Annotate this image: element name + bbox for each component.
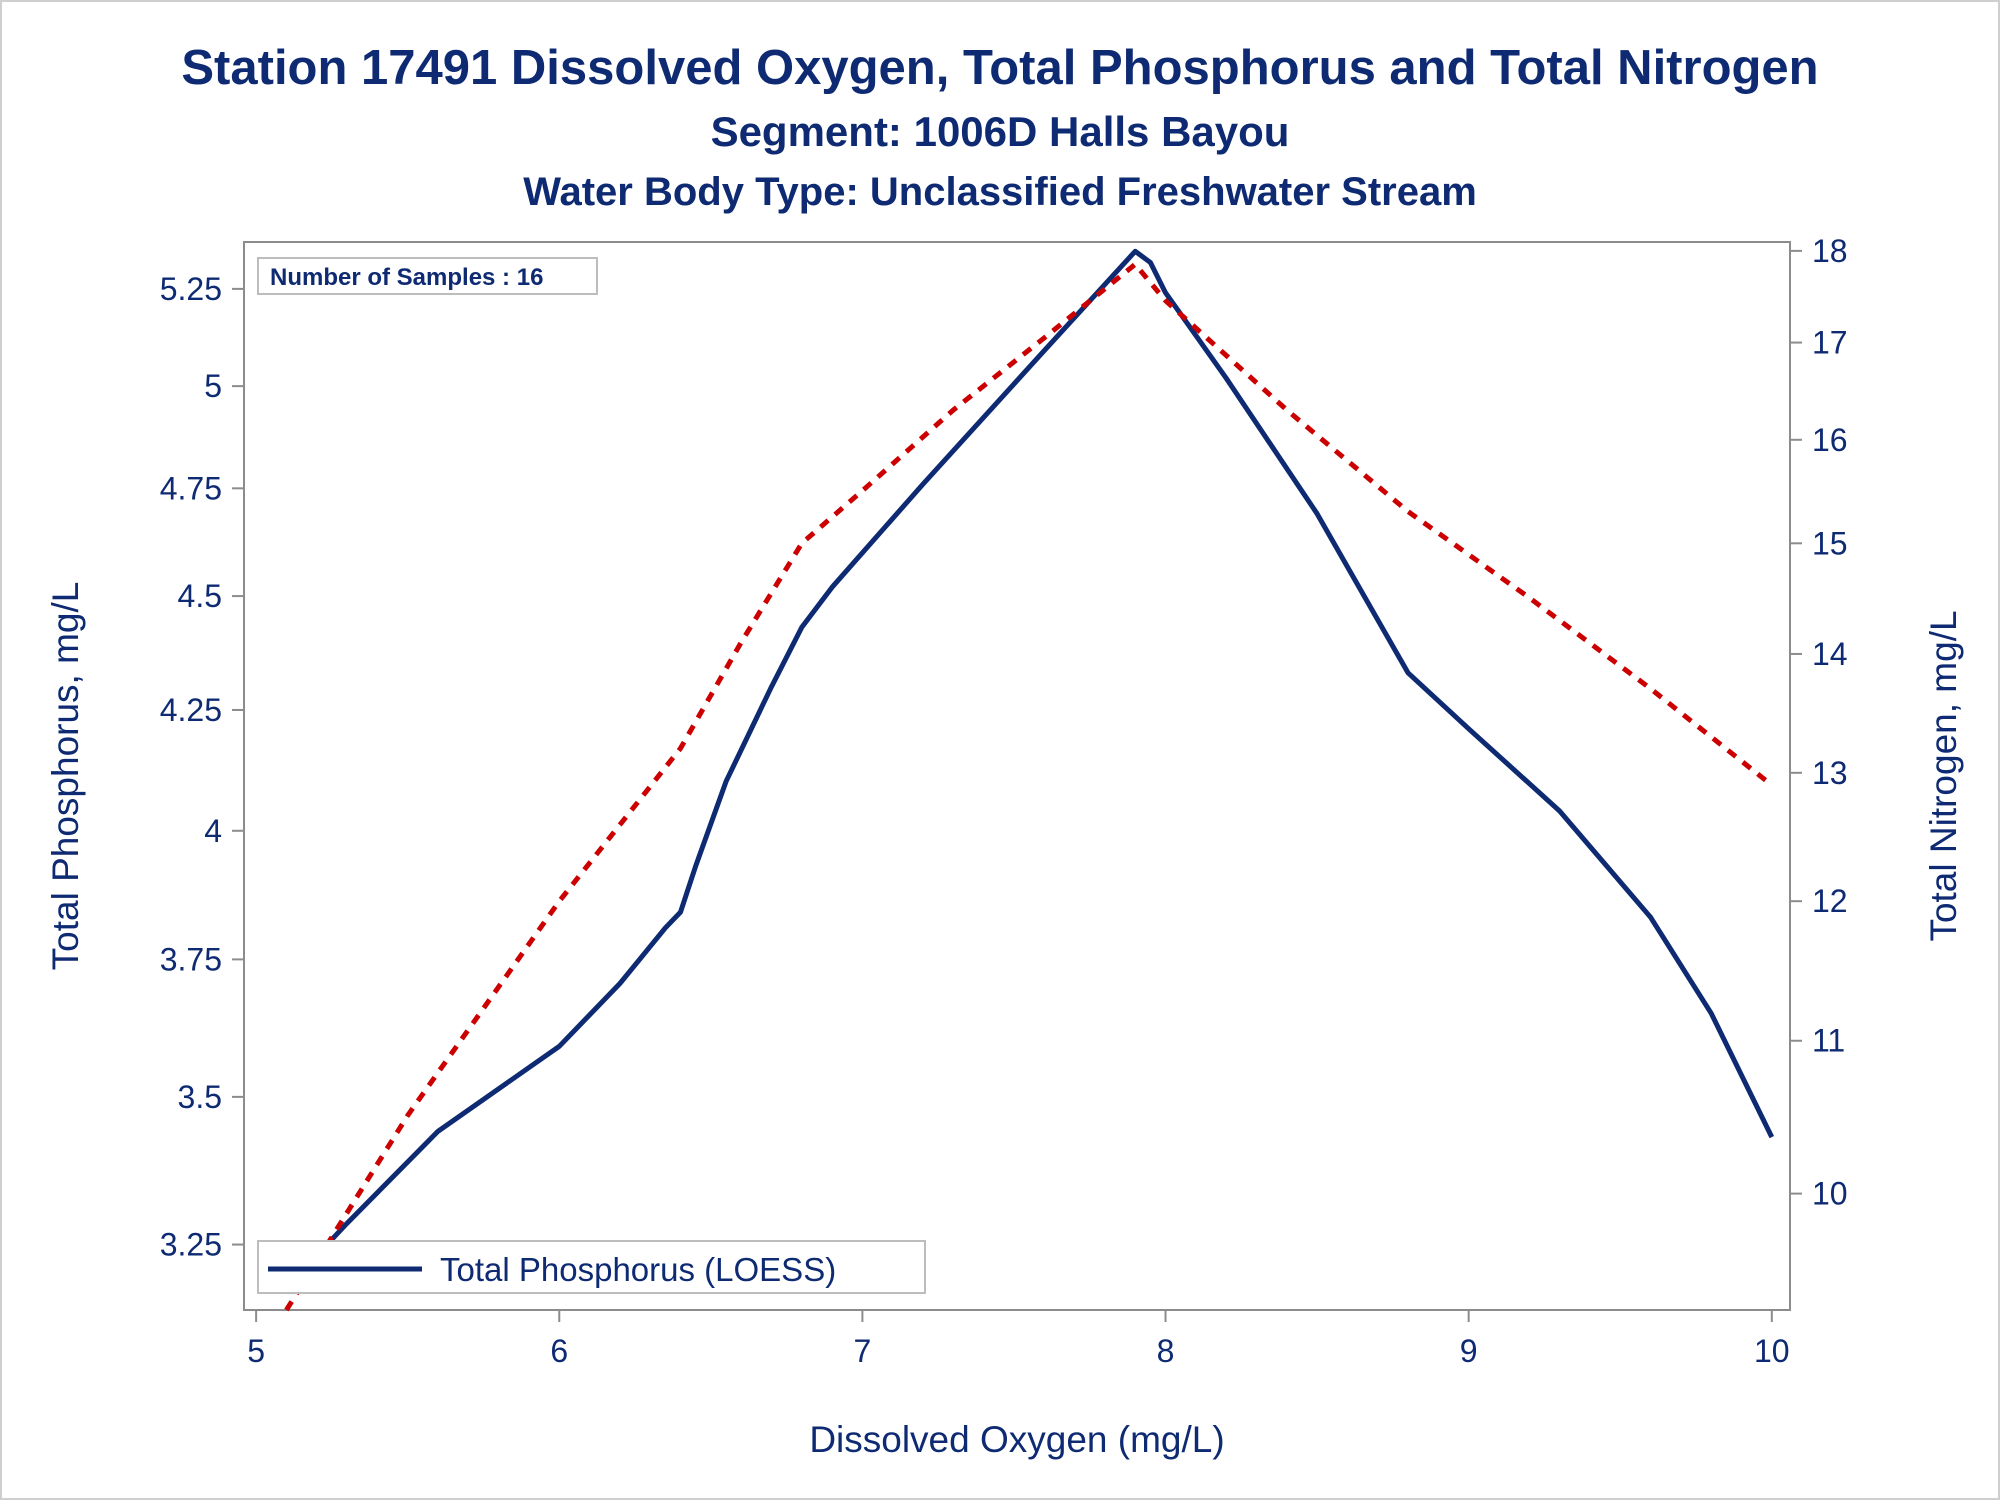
y-axis-right: 10 11 12 13 14 15 16 17 18 (1790, 233, 1848, 1212)
x-tick-label: 9 (1460, 1333, 1478, 1369)
y-tick-label: 5.25 (160, 271, 222, 307)
x-axis: 5 6 7 8 9 10 (247, 1310, 1790, 1369)
y-tick-label: 3.5 (178, 1079, 222, 1115)
x-tick-label: 5 (247, 1333, 265, 1369)
y-tick-label: 4 (204, 813, 222, 849)
samples-inset-box (257, 257, 598, 295)
legend-entry-label: Total Phosphorus (LOESS) (440, 1251, 836, 1288)
y-tick-label: 5 (204, 368, 222, 404)
y-tick-label: 3.75 (160, 941, 222, 977)
y2-tick-label: 15 (1812, 525, 1848, 561)
legend: Total Phosphorus (LOESS) (257, 1240, 926, 1294)
y-tick-label: 4.75 (160, 470, 222, 506)
plot-area (243, 241, 1791, 1311)
y-tick-label: 4.5 (178, 578, 222, 614)
chart-title: Station 17491 Dissolved Oxygen, Total Ph… (181, 41, 1819, 95)
y2-tick-label: 14 (1812, 636, 1848, 672)
y2-tick-label: 10 (1812, 1176, 1848, 1212)
y2-tick-label: 13 (1812, 755, 1848, 791)
y2-tick-label: 12 (1812, 883, 1848, 919)
samples-inset: Number of Samples : 16 (257, 257, 598, 295)
y2-axis-label: Total Nitrogen, mg/L (1923, 610, 1964, 941)
x-axis-label: Dissolved Oxygen (mg/L) (809, 1419, 1224, 1460)
y2-tick-label: 16 (1812, 422, 1848, 458)
x-tick-label: 8 (1157, 1333, 1175, 1369)
samples-inset-text: Number of Samples : 16 (270, 264, 543, 291)
y-tick-label: 3.25 (160, 1227, 222, 1263)
chart-subtitle: Segment: 1006D Halls Bayou (710, 108, 1290, 155)
y2-tick-label: 11 (1812, 1023, 1845, 1059)
total-phosphorus-line (284, 248, 1775, 1290)
series-layer (284, 248, 1775, 1312)
y2-tick-label: 17 (1812, 325, 1848, 361)
x-tick-label: 10 (1754, 1333, 1790, 1369)
x-tick-label: 7 (854, 1333, 872, 1369)
chart-subtitle-2: Water Body Type: Unclassified Freshwater… (523, 170, 1477, 214)
y-axis-label: Total Phosphorus, mg/L (45, 582, 86, 971)
y-tick-label: 4.25 (160, 692, 222, 728)
y2-tick-label: 18 (1812, 233, 1848, 269)
y-axis-left: 3.25 3.5 3.75 4 4.25 4.5 4.75 5 5.25 (160, 271, 244, 1263)
x-tick-label: 6 (550, 1333, 568, 1369)
total-nitrogen-line (284, 261, 1774, 1312)
